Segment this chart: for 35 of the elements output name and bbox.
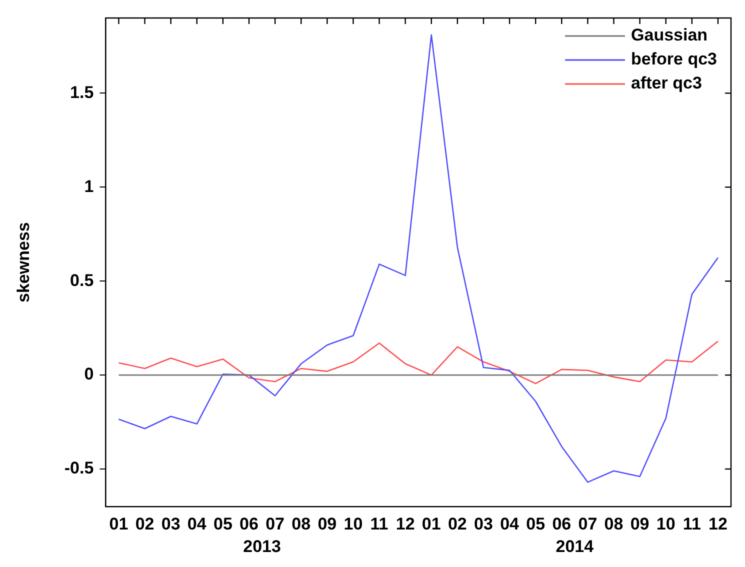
- x-tick-label: 03: [474, 514, 493, 534]
- x-tick-label: 01: [422, 514, 441, 534]
- y-tick-label: 0: [84, 364, 94, 384]
- x-tick-label: 02: [448, 514, 467, 534]
- x-tick-label: 12: [708, 514, 728, 534]
- x-tick-label: 08: [292, 514, 311, 534]
- x-tick-label: 08: [604, 514, 624, 534]
- y-tick-label: 0.5: [70, 270, 94, 290]
- legend-label: Gaussian: [631, 26, 708, 45]
- x-tick-label: 04: [500, 514, 520, 534]
- x-tick-label: 07: [266, 514, 285, 534]
- x-tick-label: 09: [630, 514, 650, 534]
- x-tick-label: 06: [552, 514, 572, 534]
- x-tick-label: 10: [656, 514, 676, 534]
- text: 2013: [243, 536, 281, 556]
- x-tick-label: 03: [161, 514, 180, 534]
- x-tick-label: 06: [240, 514, 258, 534]
- x-tick-label: 09: [318, 514, 337, 534]
- x-tick-label: 05: [526, 514, 546, 534]
- y-tick-label: 1: [84, 176, 94, 196]
- y-axis-title: skewness: [14, 222, 33, 302]
- y-tick-label: -0.5: [64, 458, 94, 478]
- y-tick-label: 1.5: [70, 82, 94, 102]
- x-tick-label: 01: [109, 514, 128, 534]
- x-tick-label: 10: [344, 514, 363, 534]
- x-tick-label: 02: [135, 514, 154, 534]
- x-tick-label: 12: [396, 514, 415, 534]
- legend-label: after qc3: [631, 74, 702, 93]
- x-tick-label: 11: [682, 514, 701, 534]
- x-tick-label: 11: [370, 514, 388, 534]
- x-tick-label: 04: [187, 514, 207, 534]
- x-tick-label: 07: [578, 514, 598, 534]
- text: 2014: [556, 536, 594, 556]
- x-tick-label: 05: [213, 514, 232, 534]
- legend-label: before qc3: [631, 50, 718, 69]
